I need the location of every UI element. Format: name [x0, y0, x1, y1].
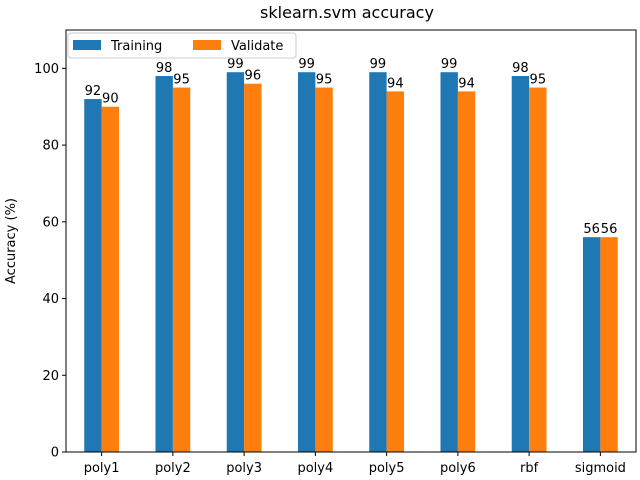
y-tick-label: 40: [42, 292, 59, 307]
y-tick-label: 60: [42, 215, 59, 230]
data-label: 99: [370, 57, 387, 72]
y-tick-label: 0: [51, 446, 59, 461]
x-tick-label: sigmoid: [575, 461, 626, 476]
y-axis-label: Accuracy (%): [4, 198, 19, 284]
x-tick-label: poly3: [226, 461, 262, 476]
legend-label-training: Training: [110, 39, 162, 54]
legend-label-validate: Validate: [231, 39, 283, 54]
x-tick-label: poly6: [440, 461, 476, 476]
data-label: 94: [458, 76, 475, 91]
x-tick-label: rbf: [520, 461, 539, 476]
legend-swatch-training: [73, 40, 101, 50]
bar-validate-rbf: [529, 87, 547, 452]
bar-validate-poly6: [457, 91, 476, 452]
bar-training-poly1: [84, 99, 102, 453]
data-label: 99: [298, 57, 315, 72]
x-tick-label: poly2: [155, 461, 191, 476]
bar-training-poly3: [226, 72, 245, 452]
bar-training-rbf: [511, 76, 530, 452]
data-label: 98: [156, 61, 173, 76]
chart-title: sklearn.svm accuracy: [260, 3, 434, 22]
y-tick-label: 100: [34, 62, 59, 77]
data-label: 90: [102, 92, 119, 107]
x-tick-label: poly4: [297, 461, 333, 476]
data-label: 98: [512, 61, 529, 76]
data-label: 56: [601, 222, 618, 237]
bar-training-poly2: [155, 76, 173, 452]
plot-frame: [65, 29, 637, 453]
y-tick-label: 80: [42, 139, 59, 154]
bar-validate-poly3: [244, 83, 262, 452]
y-tick-label: 20: [42, 369, 59, 384]
legend-swatch-validate: [193, 40, 221, 50]
bar-validate-poly4: [315, 87, 333, 452]
bar-training-sigmoid: [582, 237, 601, 452]
bar-validate-sigmoid: [600, 237, 618, 452]
x-tick-label: poly5: [369, 461, 405, 476]
data-label: 99: [441, 57, 458, 72]
data-label: 56: [583, 222, 600, 237]
legend-box: [67, 32, 297, 59]
bar-training-poly6: [440, 72, 458, 452]
plot-area: 0204060801009290poly19895poly29996poly39…: [34, 57, 626, 476]
x-tick-label: poly1: [84, 461, 120, 476]
bar-validate-poly2: [172, 87, 191, 452]
bar-validate-poly1: [101, 106, 120, 453]
data-label: 99: [227, 57, 244, 72]
bar-training-poly5: [369, 72, 387, 452]
data-label: 95: [530, 73, 547, 88]
data-label: 95: [173, 73, 190, 88]
data-label: 92: [85, 84, 102, 99]
data-label: 96: [245, 69, 262, 84]
bar-validate-poly5: [386, 91, 405, 452]
data-label: 95: [316, 73, 333, 88]
legend: Training Validate: [67, 32, 297, 59]
data-label: 94: [387, 76, 404, 91]
bar-training-poly4: [297, 72, 316, 452]
